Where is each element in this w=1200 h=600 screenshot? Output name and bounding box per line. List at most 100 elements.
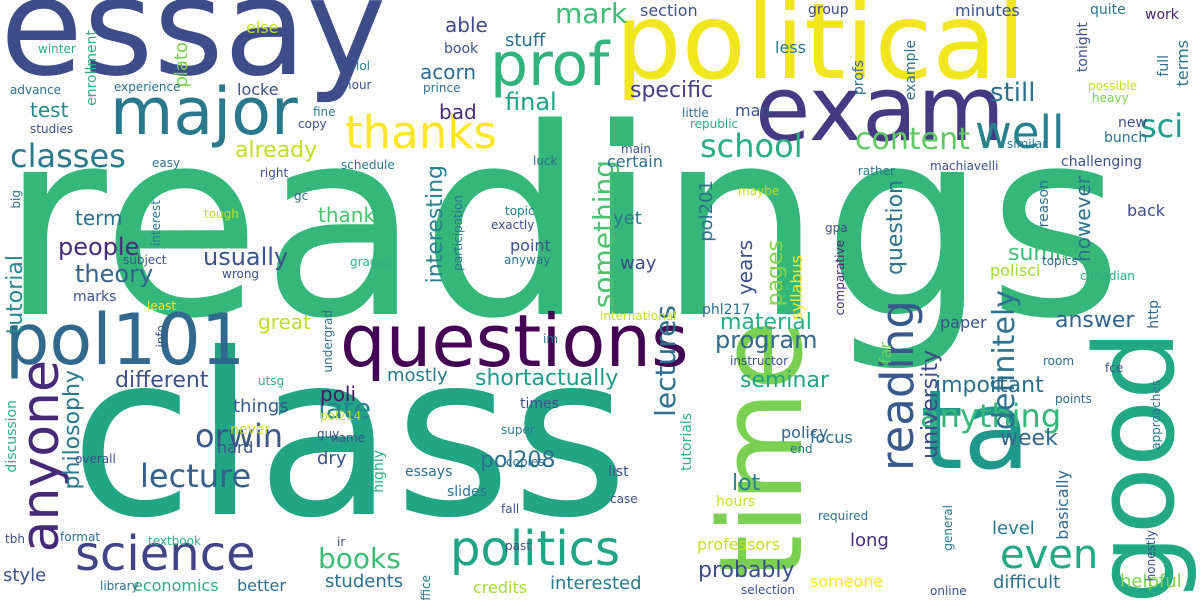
word-tough: tough (204, 207, 239, 221)
word-main: main (621, 142, 651, 156)
word-fall: fall (501, 502, 520, 516)
word-points: points (1055, 392, 1092, 406)
word-tutorials: tutorials (679, 413, 695, 471)
word-answer: answer (1055, 308, 1135, 333)
word-essay: essay (0, 0, 387, 106)
word-hours: hours (716, 494, 756, 510)
word-selection: selection (741, 583, 795, 597)
word-thank: thank (318, 203, 376, 227)
word-interest: interest (149, 200, 163, 247)
word-rather: rather (858, 164, 895, 178)
word-basically: basically (1053, 470, 1072, 540)
word-marks: marks (73, 289, 117, 305)
word-syllabus: syllabus (787, 255, 806, 321)
word-undergrad: undergrad (321, 310, 335, 373)
word-im: im (543, 332, 559, 346)
word-things: things (233, 396, 289, 417)
word-right: right (260, 166, 289, 180)
word-prince: prince (423, 81, 461, 95)
word-end: end (790, 442, 813, 456)
word-point: point (510, 236, 551, 255)
word-seminar: seminar (740, 368, 830, 393)
word-reason: reason (1036, 180, 1052, 228)
word-policy: policy (781, 423, 829, 442)
word-better: better (237, 576, 286, 595)
word-http: http (1146, 300, 1162, 329)
word-tutorial: tutorial (3, 255, 28, 335)
word-level: level (992, 518, 1035, 539)
word-room: room (1043, 354, 1075, 368)
word-quite: quite (1090, 2, 1126, 18)
word-class: class (70, 306, 629, 568)
word-usually: usually (203, 243, 289, 271)
word-politics: politics (450, 521, 621, 577)
word-bad: bad (439, 100, 477, 124)
word-man: man (735, 101, 771, 120)
word-classes: classes (10, 137, 126, 175)
word-science: science (75, 526, 256, 582)
word-content: content (855, 122, 970, 157)
word-test: test (30, 98, 69, 122)
word-able: able (445, 13, 488, 37)
word-subject: subject (123, 253, 167, 267)
word-schedule: schedule (341, 158, 395, 172)
word-maybe: maybe (738, 184, 780, 198)
word-students: students (325, 571, 404, 592)
word-past: past (505, 539, 531, 553)
word-required: required (818, 509, 869, 523)
word-term: term (75, 206, 123, 230)
word-instructor: instructor (730, 354, 789, 368)
word-experience: experience (114, 80, 181, 94)
word-luck: luck (533, 154, 558, 168)
word-little: little (682, 106, 709, 120)
word-never: never (230, 422, 271, 438)
word-credits: credits (473, 578, 528, 597)
word-pages: pages (763, 240, 788, 307)
word-times: times (520, 396, 559, 412)
word-international: international (600, 309, 677, 323)
word-questions: questions (340, 299, 689, 383)
word-interesting: interesting (423, 165, 448, 284)
word-easy: easy (152, 156, 181, 170)
word-machiavelli: machiavelli (930, 159, 999, 173)
word-final: final (505, 88, 557, 116)
word-question: question (883, 180, 908, 276)
word-economics: economics (133, 576, 219, 595)
word-example: example (903, 40, 919, 101)
word-even: even (1000, 532, 1099, 578)
word-material: material (720, 310, 812, 335)
word-lol: lol (356, 59, 371, 73)
word-similar: similar (1007, 137, 1048, 151)
word-else: else (246, 18, 279, 37)
word-grades: grades (350, 255, 392, 269)
word-discussion: discussion (4, 400, 20, 473)
word-program: program (715, 326, 818, 354)
word-least: least (147, 299, 177, 313)
word-lot: lot (732, 471, 761, 496)
word-stuff: stuff (505, 30, 546, 51)
word-books: books (318, 542, 401, 575)
word-bunch: bunch (1104, 130, 1148, 146)
word-orwin: orwin (195, 417, 284, 455)
word-format: format (60, 530, 101, 544)
word-already: already (235, 138, 318, 163)
word-acorn: acorn (420, 60, 477, 84)
word-week: week (1000, 426, 1058, 451)
word-ir: ir (337, 535, 346, 549)
word-terms: terms (1173, 40, 1192, 87)
word-case: case (610, 492, 638, 506)
word-group: group (808, 2, 849, 18)
word-essays: essays (405, 464, 453, 480)
word-something: something (587, 160, 620, 309)
word-name: name (331, 431, 366, 445)
word-copies: copies (506, 455, 545, 469)
word-fce: fce (1105, 361, 1124, 375)
word-great: great (258, 310, 311, 334)
word-late: late (318, 392, 372, 425)
word-general: general (941, 505, 955, 551)
word-slides: slides (447, 484, 487, 500)
word-heavy: heavy (1092, 91, 1129, 105)
word-poli: poli (320, 382, 357, 406)
word-advance: advance (10, 83, 62, 97)
word-library: library (100, 579, 139, 593)
